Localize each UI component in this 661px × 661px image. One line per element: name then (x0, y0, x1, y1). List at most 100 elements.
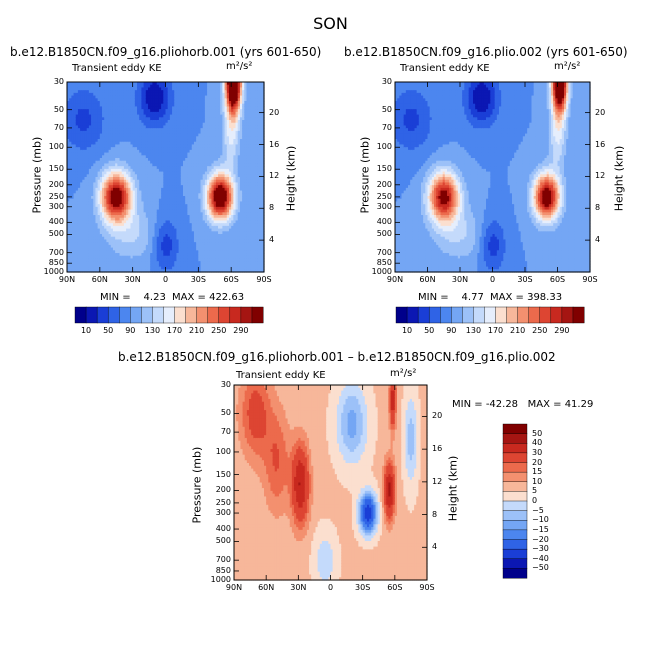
colorbar-swatch (119, 307, 130, 323)
colorbar-label: 15 (532, 467, 542, 476)
y-tick-label: 70 (204, 427, 231, 436)
colorbar-label: 0 (532, 496, 537, 505)
colorbar-swatch (152, 307, 163, 323)
y-tick-label: 400 (365, 217, 392, 226)
y2-tick-label: 4 (595, 235, 600, 244)
x-tick-label: 90S (580, 275, 600, 284)
colorbar-swatch (407, 307, 418, 323)
y-tick-label: 100 (365, 142, 392, 151)
y2-tick-label: 8 (595, 203, 600, 212)
y-tick-label: 1000 (37, 267, 64, 276)
colorbar-label: 30 (532, 448, 542, 457)
colorbar-swatch (503, 540, 527, 550)
y2-tick-label: 12 (269, 171, 279, 180)
colorbar-swatch (503, 549, 527, 559)
colorbar-swatch (108, 307, 119, 323)
colorbar-vertical (503, 424, 527, 578)
colorbar-label: 20 (532, 458, 542, 467)
min-label: MIN = 4.77 (418, 292, 484, 303)
colorbar-label: 290 (231, 326, 251, 335)
y-tick-label: 150 (37, 164, 64, 173)
y-tick-label: 400 (204, 524, 231, 533)
y-tick-label: 250 (204, 498, 231, 507)
y2-axis-label: Height (km) (447, 454, 460, 524)
colorbar-label: −50 (532, 563, 549, 572)
colorbar-swatch (252, 307, 263, 323)
colorbar-swatch (163, 307, 174, 323)
colorbar-swatch (540, 307, 551, 323)
x-tick-label: 60N (256, 583, 276, 592)
colorbar-label: −5 (532, 506, 544, 515)
x-tick-label: 60S (385, 583, 405, 592)
colorbar-swatch (141, 307, 152, 323)
colorbar-label: 210 (508, 326, 528, 335)
colorbar-swatch (503, 463, 527, 473)
colorbar-swatch (219, 307, 230, 323)
units-label: m²/s² (554, 61, 580, 72)
y-tick-label: 500 (37, 229, 64, 238)
colorbar-label: 210 (187, 326, 207, 335)
x-tick-label: 60S (548, 275, 568, 284)
variable-label: Transient eddy KE (400, 63, 490, 74)
colorbar-swatch (496, 307, 507, 323)
colorbar-swatch (503, 559, 527, 569)
y-tick-label: 50 (37, 105, 64, 114)
colorbar-swatch (97, 307, 108, 323)
min-max-label: MIN = -42.28 MAX = 41.29 (452, 399, 593, 410)
x-tick-label: 90N (57, 275, 77, 284)
colorbar-swatch (503, 511, 527, 521)
x-tick-label: 30N (288, 583, 308, 592)
x-tick-label: 30N (450, 275, 470, 284)
y-tick-label: 30 (204, 380, 231, 389)
colorbar-label: 50 (532, 429, 542, 438)
y-tick-label: 500 (365, 229, 392, 238)
y-tick-label: 150 (365, 164, 392, 173)
x-tick-label: 90N (385, 275, 405, 284)
y2-tick-label: 8 (269, 203, 274, 212)
colorbar-label: 40 (532, 438, 542, 447)
y-tick-label: 100 (37, 142, 64, 151)
colorbar-swatch (503, 472, 527, 482)
y-tick-label: 850 (365, 258, 392, 267)
colorbar-label: 10 (532, 477, 542, 486)
colorbar-label: 90 (120, 326, 140, 335)
colorbar-swatch (529, 307, 540, 323)
y-tick-label: 70 (37, 123, 64, 132)
y-tick-label: 200 (37, 180, 64, 189)
y-tick-label: 70 (365, 123, 392, 132)
y-tick-label: 1000 (365, 267, 392, 276)
colorbar-swatch (86, 307, 97, 323)
colorbar-swatch (562, 307, 573, 323)
colorbar-label: 5 (532, 486, 537, 495)
y2-tick-label: 8 (432, 510, 437, 519)
y-tick-label: 30 (37, 77, 64, 86)
colorbar-swatch (230, 307, 241, 323)
x-tick-label: 90S (254, 275, 274, 284)
colorbar-swatch (208, 307, 219, 323)
colorbar-label: 170 (165, 326, 185, 335)
units-label: m²/s² (390, 368, 416, 379)
colorbar-swatch (503, 482, 527, 492)
y2-tick-label: 16 (595, 140, 605, 149)
y-tick-label: 300 (365, 202, 392, 211)
x-tick-label: 30N (123, 275, 143, 284)
y2-tick-label: 20 (269, 108, 279, 117)
y-tick-label: 150 (204, 470, 231, 479)
colorbar-swatch (518, 307, 529, 323)
colorbar-swatch (551, 307, 562, 323)
y2-tick-label: 16 (269, 140, 279, 149)
colorbar-label: 130 (463, 326, 483, 335)
y-tick-label: 850 (204, 566, 231, 575)
x-tick-label: 90S (417, 583, 437, 592)
variable-label: Transient eddy KE (236, 370, 326, 381)
y-tick-label: 50 (365, 105, 392, 114)
y2-tick-label: 20 (432, 411, 442, 420)
colorbar-swatch (440, 307, 451, 323)
colorbar (75, 307, 263, 323)
colorbar-label: 90 (441, 326, 461, 335)
x-tick-label: 90N (224, 583, 244, 592)
colorbar-label: −15 (532, 525, 549, 534)
colorbar-swatch (186, 307, 197, 323)
x-tick-label: 0 (483, 275, 503, 284)
x-tick-label: 30S (188, 275, 208, 284)
